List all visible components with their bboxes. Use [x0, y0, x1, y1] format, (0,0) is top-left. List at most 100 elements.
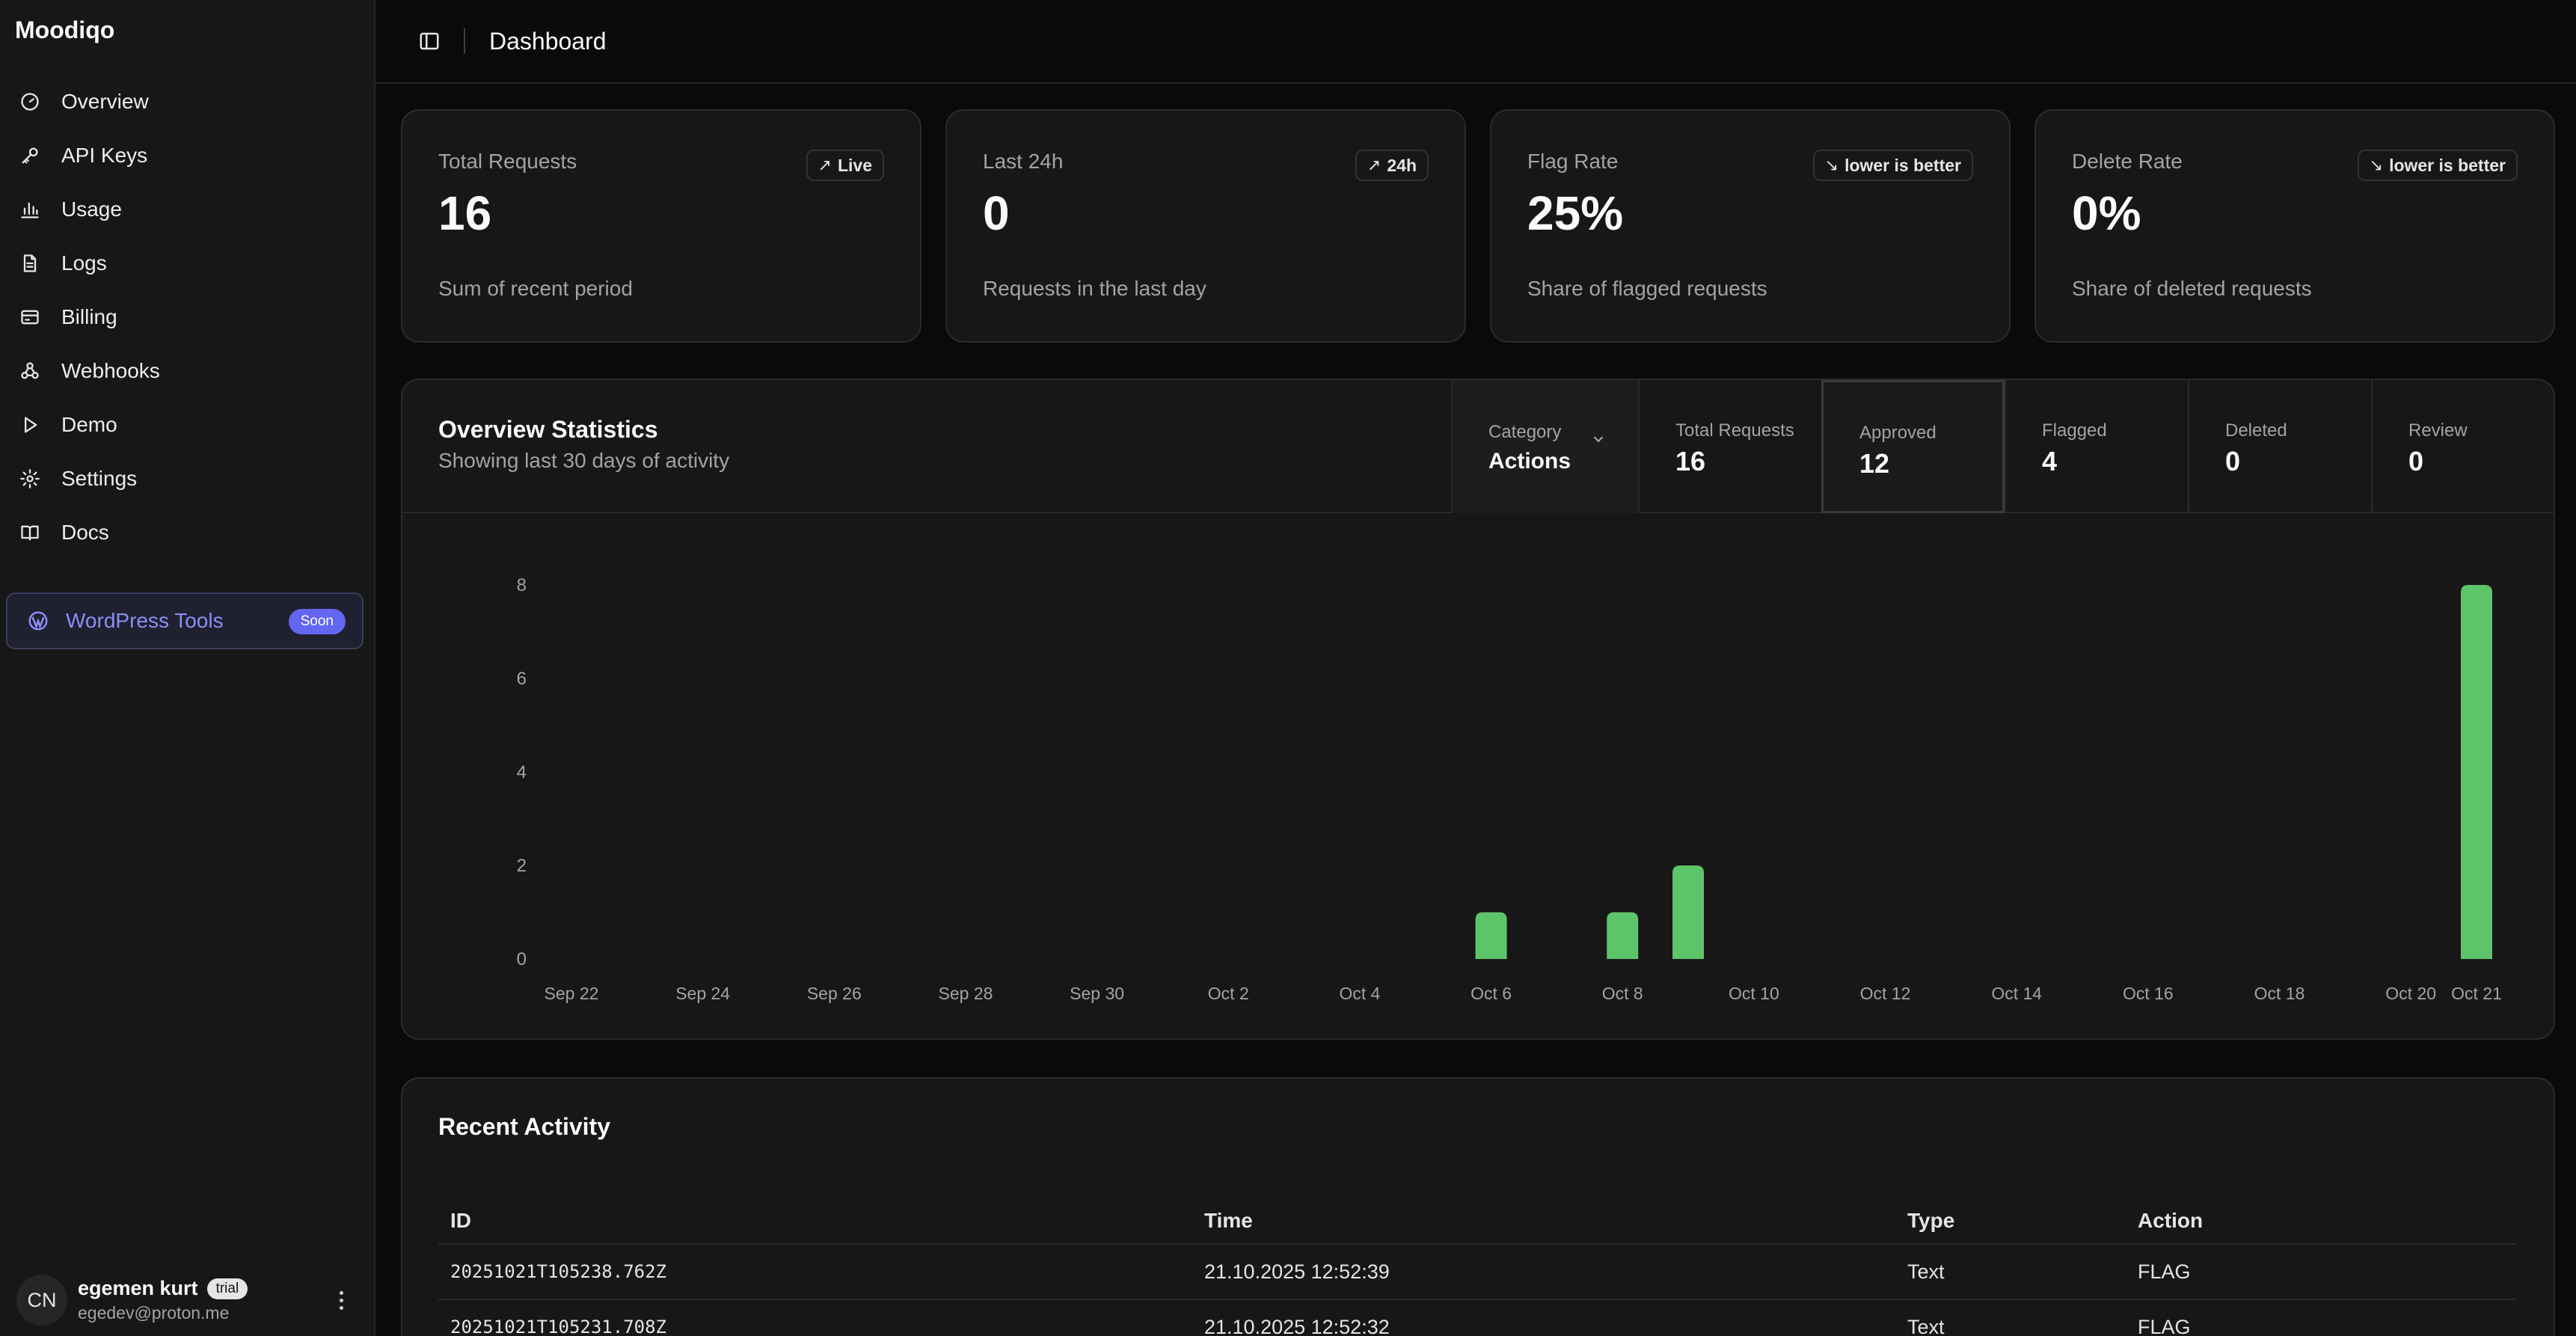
- recent-activity-card: Recent Activity ID Time Type Action 2025…: [401, 1077, 2555, 1336]
- metric-label: Approved: [1859, 423, 1936, 443]
- x-tick-label: Oct 4: [1339, 984, 1380, 1003]
- chart-bar[interactable]: [2461, 585, 2492, 959]
- sidebar-item-wordpress-tools[interactable]: WordPress Tools Soon: [6, 592, 364, 649]
- stat-card-last-24h: Last 24h 0 Requests in the last day ↗ 24h: [945, 109, 1466, 343]
- webhook-icon: [19, 361, 40, 382]
- metric-tab-flagged[interactable]: Flagged 4: [2005, 380, 2188, 513]
- overview-header: Overview Statistics Showing last 30 days…: [402, 380, 2554, 513]
- stat-label: Delete Rate: [2072, 150, 2183, 173]
- stat-description: Requests in the last day: [983, 277, 1206, 300]
- metric-label: Deleted: [2225, 420, 2287, 441]
- trend-down-icon: ↘: [1824, 156, 1839, 174]
- table-header: ID Time Type Action: [438, 1198, 2516, 1245]
- chart-bar[interactable]: [1672, 865, 1705, 959]
- x-tick-label: Oct 18: [2254, 984, 2305, 1003]
- chart-bar[interactable]: [1607, 912, 1639, 960]
- sidebar-item-label: Usage: [61, 197, 122, 221]
- category-label: Category: [1488, 422, 1562, 442]
- sidebar-item-docs[interactable]: Docs: [7, 506, 367, 560]
- trend-down-icon: ↘: [2369, 156, 2384, 174]
- sidebar-item-billing[interactable]: Billing: [7, 290, 367, 344]
- sidebar-item-overview[interactable]: Overview: [7, 75, 367, 129]
- stat-value: 25%: [1527, 186, 1624, 240]
- sidebar-toggle-icon[interactable]: [416, 28, 443, 55]
- metric-label: Flagged: [2042, 420, 2107, 441]
- x-tick-label: Oct 20: [2385, 984, 2436, 1003]
- stat-badge: ↗ Live: [806, 150, 884, 181]
- activity-bar-chart: 0 2 4 6 8 Sep 22 Sep 24 Sep 26 Sep 28 Sep 30 Oct 2…: [517, 575, 2502, 1003]
- stat-card-total-requests: Total Requests 16 Sum of recent period ↗…: [401, 109, 921, 343]
- user-email: egedev@proton.me: [78, 1303, 230, 1323]
- sidebar-item-logs[interactable]: Logs: [7, 236, 367, 290]
- user-profile[interactable]: CN egemen kurt trial egedev@proton.me: [16, 1273, 361, 1327]
- stat-description: Share of deleted requests: [2072, 277, 2312, 300]
- cell-time: 21.10.2025 12:52:39: [1204, 1260, 1390, 1283]
- cell-type: Text: [1907, 1260, 1945, 1283]
- more-options-icon[interactable]: [326, 1285, 356, 1315]
- sidebar: Moodiqo Overview API Keys Usage Logs Bil…: [0, 0, 375, 1336]
- stat-value: 16: [438, 186, 492, 240]
- book-icon: [19, 522, 40, 543]
- stat-card-delete-rate: Delete Rate 0% Share of deleted requests…: [2034, 109, 2555, 343]
- x-tick-label: Sep 22: [545, 984, 599, 1003]
- metric-tab-approved[interactable]: Approved 12: [1821, 380, 2005, 513]
- x-tick-label: Oct 8: [1602, 984, 1643, 1003]
- cell-time: 21.10.2025 12:52:32: [1204, 1315, 1390, 1336]
- cell-type: Text: [1907, 1315, 1945, 1336]
- sidebar-item-webhooks[interactable]: Webhooks: [7, 344, 367, 398]
- cell-id: 20251021T105238.762Z: [450, 1261, 666, 1282]
- metric-label: Review: [2408, 420, 2468, 441]
- metric-tab-deleted[interactable]: Deleted 0: [2188, 380, 2371, 513]
- overview-title: Overview Statistics: [438, 416, 658, 443]
- chart-bar[interactable]: [1475, 912, 1507, 960]
- brand-logo[interactable]: Moodiqo: [15, 16, 115, 43]
- metric-value: 4: [2042, 446, 2058, 477]
- sidebar-item-usage[interactable]: Usage: [7, 183, 367, 236]
- y-tick-label: 4: [517, 762, 527, 782]
- gauge-icon: [19, 91, 40, 112]
- stat-description: Share of flagged requests: [1527, 277, 1767, 300]
- sidebar-item-api-keys[interactable]: API Keys: [7, 129, 367, 183]
- sidebar-item-label: Webhooks: [61, 359, 160, 382]
- sidebar-item-label: Settings: [61, 467, 138, 490]
- stat-label: Last 24h: [983, 150, 1064, 173]
- column-header-type: Type: [1907, 1209, 1955, 1232]
- user-name: egemen kurt: [78, 1277, 198, 1299]
- metric-tab-review[interactable]: Review 0: [2371, 380, 2554, 513]
- y-tick-label: 8: [517, 575, 527, 595]
- x-tick-label: Oct 14: [1991, 984, 2042, 1003]
- table-row[interactable]: 20251021T105231.708Z 21.10.2025 12:52:32…: [438, 1300, 2516, 1336]
- stat-label: Total Requests: [438, 150, 577, 173]
- x-tick-label: Sep 26: [807, 984, 862, 1003]
- x-tick-label: Oct 2: [1208, 984, 1249, 1003]
- stat-badge: ↘ lower is better: [1812, 150, 1973, 181]
- stat-badge: ↗ 24h: [1355, 150, 1429, 181]
- column-header-time: Time: [1204, 1209, 1253, 1232]
- gear-icon: [19, 468, 40, 489]
- category-select[interactable]: Category Actions: [1451, 380, 1638, 513]
- trial-badge: trial: [206, 1278, 248, 1299]
- stat-badge-label: lower is better: [2389, 155, 2506, 175]
- sidebar-item-label: Demo: [61, 413, 117, 436]
- x-tick-label: Oct 6: [1471, 984, 1512, 1003]
- chevron-down-icon: [1590, 431, 1607, 447]
- sidebar-item-label: Docs: [61, 521, 109, 544]
- sidebar-item-label: WordPress Tools: [66, 609, 224, 632]
- table-row[interactable]: 20251021T105238.762Z 21.10.2025 12:52:39…: [438, 1245, 2516, 1300]
- column-header-id: ID: [450, 1209, 471, 1232]
- x-tick-label: Oct 16: [2123, 984, 2174, 1003]
- stat-label: Flag Rate: [1527, 150, 1619, 173]
- metric-tab-total-requests[interactable]: Total Requests 16: [1638, 380, 1821, 513]
- cell-action: FLAG: [2138, 1315, 2191, 1336]
- trend-up-icon: ↗: [1367, 156, 1381, 174]
- sidebar-item-demo[interactable]: Demo: [7, 398, 367, 452]
- metric-value: 16: [1675, 446, 1706, 477]
- x-tick-label: Sep 28: [939, 984, 993, 1003]
- key-icon: [19, 145, 40, 166]
- sidebar-item-settings[interactable]: Settings: [7, 452, 367, 506]
- play-icon: [19, 414, 40, 435]
- page-title: Dashboard: [489, 27, 607, 55]
- stat-card-flag-rate: Flag Rate 25% Share of flagged requests …: [1490, 109, 2011, 343]
- sidebar-item-label: API Keys: [61, 144, 148, 167]
